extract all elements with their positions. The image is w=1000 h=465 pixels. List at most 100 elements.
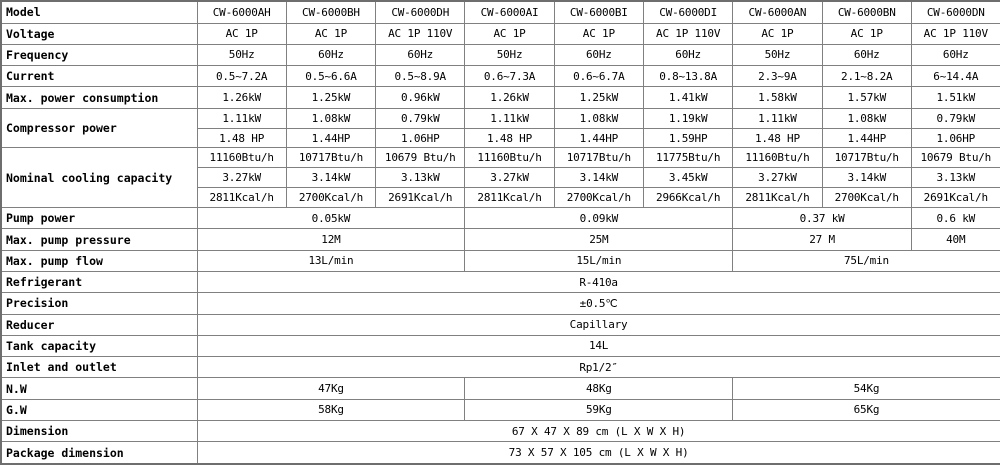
- row-label-current: Current: [0, 65, 198, 88]
- model-header-1: CW-6000BH: [285, 0, 377, 24]
- cell-max_pump_pressure-0: 12M: [196, 228, 466, 251]
- row-label-net_weight: N.W: [0, 377, 198, 400]
- cell-pump_power-3: 0.6 kW: [910, 207, 1000, 230]
- cell-cooling-btu-5: 11775Btu/h: [642, 147, 734, 169]
- cell-tank_capacity: 14L: [196, 334, 1000, 358]
- table-row-precision: Precision ±0.5℃: [0, 292, 1000, 315]
- cell-current-6: 2.3~9A: [732, 65, 823, 88]
- row-label-tank_capacity: Tank capacity: [0, 334, 198, 358]
- row-label-model: Model: [0, 0, 198, 24]
- table-row-tank-capacity: Tank capacity 14L: [0, 334, 1000, 358]
- table-row-inlet-and-outlet: Inlet and outlet Rp1/2″: [0, 356, 1000, 379]
- cell-net_weight-0: 47Kg: [196, 377, 466, 400]
- cell-cooling-kw-4: 3.14kW: [553, 167, 644, 189]
- cell-reducer: Capillary: [196, 313, 1000, 336]
- cell-frequency-5: 60Hz: [642, 43, 734, 67]
- cell-cooling-kcal-6: 2811Kcal/h: [732, 187, 823, 209]
- cell-cooling-btu-4: 10717Btu/h: [553, 147, 644, 169]
- cell-compressor-power-hp-2: 1.06HP: [375, 127, 466, 149]
- cell-max_power_consumption-7: 1.57kW: [821, 86, 912, 109]
- table-row-frequency: Frequency 50Hz 60Hz 60Hz 50Hz 60Hz 60Hz 50Hz 60H…: [0, 43, 1000, 67]
- table-row-reducer: Reducer Capillary: [0, 313, 1000, 336]
- cell-max_pump_pressure-3: 40M: [910, 228, 1000, 251]
- cell-cooling-btu-8: 10679 Btu/h: [910, 147, 1000, 169]
- cell-frequency-8: 60Hz: [910, 43, 1000, 67]
- table-row-max-pump-flow: Max. pump flow 13L/min 15L/min 75L/min: [0, 249, 1000, 272]
- cell-precision: ±0.5℃: [196, 292, 1000, 315]
- cell-max_power_consumption-6: 1.58kW: [732, 86, 823, 109]
- cell-max_power_consumption-5: 1.41kW: [642, 86, 734, 109]
- cell-compressor-power-kw-7: 1.08kW: [821, 107, 912, 129]
- table-row-model: Model CW-6000AH CW-6000BH CW-6000DH CW-6000A…: [0, 0, 1000, 24]
- cell-cooling-kcal-7: 2700Kcal/h: [821, 187, 912, 209]
- cell-compressor-power-kw-8: 0.79kW: [910, 107, 1000, 129]
- row-label-max_pump_pressure: Max. pump pressure: [0, 228, 198, 251]
- cell-net_weight-1: 48Kg: [464, 377, 734, 400]
- cell-voltage-5: AC 1P 110V: [642, 22, 734, 45]
- cell-cooling-btu-6: 11160Btu/h: [732, 147, 823, 169]
- cell-cooling-kcal-0: 2811Kcal/h: [196, 187, 287, 209]
- cell-compressor-power-hp-6: 1.48 HP: [732, 127, 823, 149]
- table-row-cooling-capacity-btu: Nominal cooling capacity 11160Btu/h 10717B…: [0, 147, 1000, 209]
- cell-cooling-btu-3: 11160Btu/h: [464, 147, 555, 169]
- row-label-dimension: Dimension: [0, 420, 198, 443]
- cell-gross_weight-2: 65Kg: [732, 398, 1000, 422]
- cell-cooling-kw-2: 3.13kW: [375, 167, 466, 189]
- row-label-compressor-power: Compressor power: [0, 107, 198, 149]
- cell-frequency-4: 60Hz: [553, 43, 644, 67]
- table-row-max-power-consumption: Max. power consumption 1.26kW 1.25kW 0.96kW…: [0, 86, 1000, 109]
- row-label-precision: Precision: [0, 292, 198, 315]
- cell-max_pump_pressure-1: 25M: [464, 228, 734, 251]
- cell-compressor-power-kw-0: 1.11kW: [196, 107, 287, 129]
- model-header-2: CW-6000DH: [375, 0, 466, 24]
- cell-current-0: 0.5~7.2A: [196, 65, 287, 88]
- cell-cooling-kw-0: 3.27kW: [196, 167, 287, 189]
- cell-cooling-kw-8: 3.13kW: [910, 167, 1000, 189]
- cell-gross_weight-0: 58Kg: [196, 398, 466, 422]
- cell-current-3: 0.6~7.3A: [464, 65, 555, 88]
- cell-cooling-kcal-2: 2691Kcal/h: [375, 187, 466, 209]
- cell-refrigerant: R-410a: [196, 270, 1000, 294]
- cell-voltage-6: AC 1P: [732, 22, 823, 45]
- cell-inlet_and_outlet: Rp1/2″: [196, 356, 1000, 379]
- row-label-max_pump_flow: Max. pump flow: [0, 249, 198, 272]
- cell-max_pump_flow-2: 75L/min: [732, 249, 1000, 272]
- row-label-refrigerant: Refrigerant: [0, 270, 198, 294]
- cell-cooling-btu-1: 10717Btu/h: [285, 147, 377, 169]
- cell-max_power_consumption-0: 1.26kW: [196, 86, 287, 109]
- model-header-8: CW-6000DN: [910, 0, 1000, 24]
- model-header-4: CW-6000BI: [553, 0, 644, 24]
- cell-frequency-3: 50Hz: [464, 43, 555, 67]
- cell-cooling-kw-1: 3.14kW: [285, 167, 377, 189]
- cell-current-8: 6~14.4A: [910, 65, 1000, 88]
- table-row-gross-weight: G.W 58Kg 59Kg 65Kg: [0, 398, 1000, 422]
- table-row-refrigerant: Refrigerant R-410a: [0, 270, 1000, 294]
- cell-cooling-btu-2: 10679 Btu/h: [375, 147, 466, 169]
- cell-current-5: 0.8~13.8A: [642, 65, 734, 88]
- table-row-max-pump-pressure: Max. pump pressure 12M 25M 27 M 40M: [0, 228, 1000, 251]
- model-header-3: CW-6000AI: [464, 0, 555, 24]
- table-row-compressor-power-kw: Compressor power 1.11kW 1.08kW 0.79kW 1.11kW…: [0, 107, 1000, 149]
- cell-pump_power-1: 0.09kW: [464, 207, 734, 230]
- cell-cooling-btu-0: 11160Btu/h: [196, 147, 287, 169]
- cell-voltage-7: AC 1P: [821, 22, 912, 45]
- cell-package_dimension: 73 X 57 X 105 cm (L X W X H): [196, 441, 1000, 465]
- cell-voltage-1: AC 1P: [285, 22, 377, 45]
- cell-max_power_consumption-3: 1.26kW: [464, 86, 555, 109]
- cell-cooling-kcal-5: 2966Kcal/h: [642, 187, 734, 209]
- cell-cooling-kcal-1: 2700Kcal/h: [285, 187, 377, 209]
- table-row-dimension: Dimension 67 X 47 X 89 cm (L X W X H): [0, 420, 1000, 443]
- cell-compressor-power-kw-2: 0.79kW: [375, 107, 466, 129]
- table-row-pump-power: Pump power 0.05kW 0.09kW 0.37 kW 0.6 kW: [0, 207, 1000, 230]
- cell-frequency-0: 50Hz: [196, 43, 287, 67]
- cell-compressor-power-hp-4: 1.44HP: [553, 127, 644, 149]
- cell-dimension: 67 X 47 X 89 cm (L X W X H): [196, 420, 1000, 443]
- cell-compressor-power-hp-8: 1.06HP: [910, 127, 1000, 149]
- table-row-voltage: Voltage AC 1P AC 1P AC 1P 110V AC 1P AC 1P AC …: [0, 22, 1000, 45]
- row-label-max_power_consumption: Max. power consumption: [0, 86, 198, 109]
- row-label-pump_power: Pump power: [0, 207, 198, 230]
- model-header-0: CW-6000AH: [196, 0, 287, 24]
- cell-max_power_consumption-8: 1.51kW: [910, 86, 1000, 109]
- cell-compressor-power-hp-1: 1.44HP: [285, 127, 377, 149]
